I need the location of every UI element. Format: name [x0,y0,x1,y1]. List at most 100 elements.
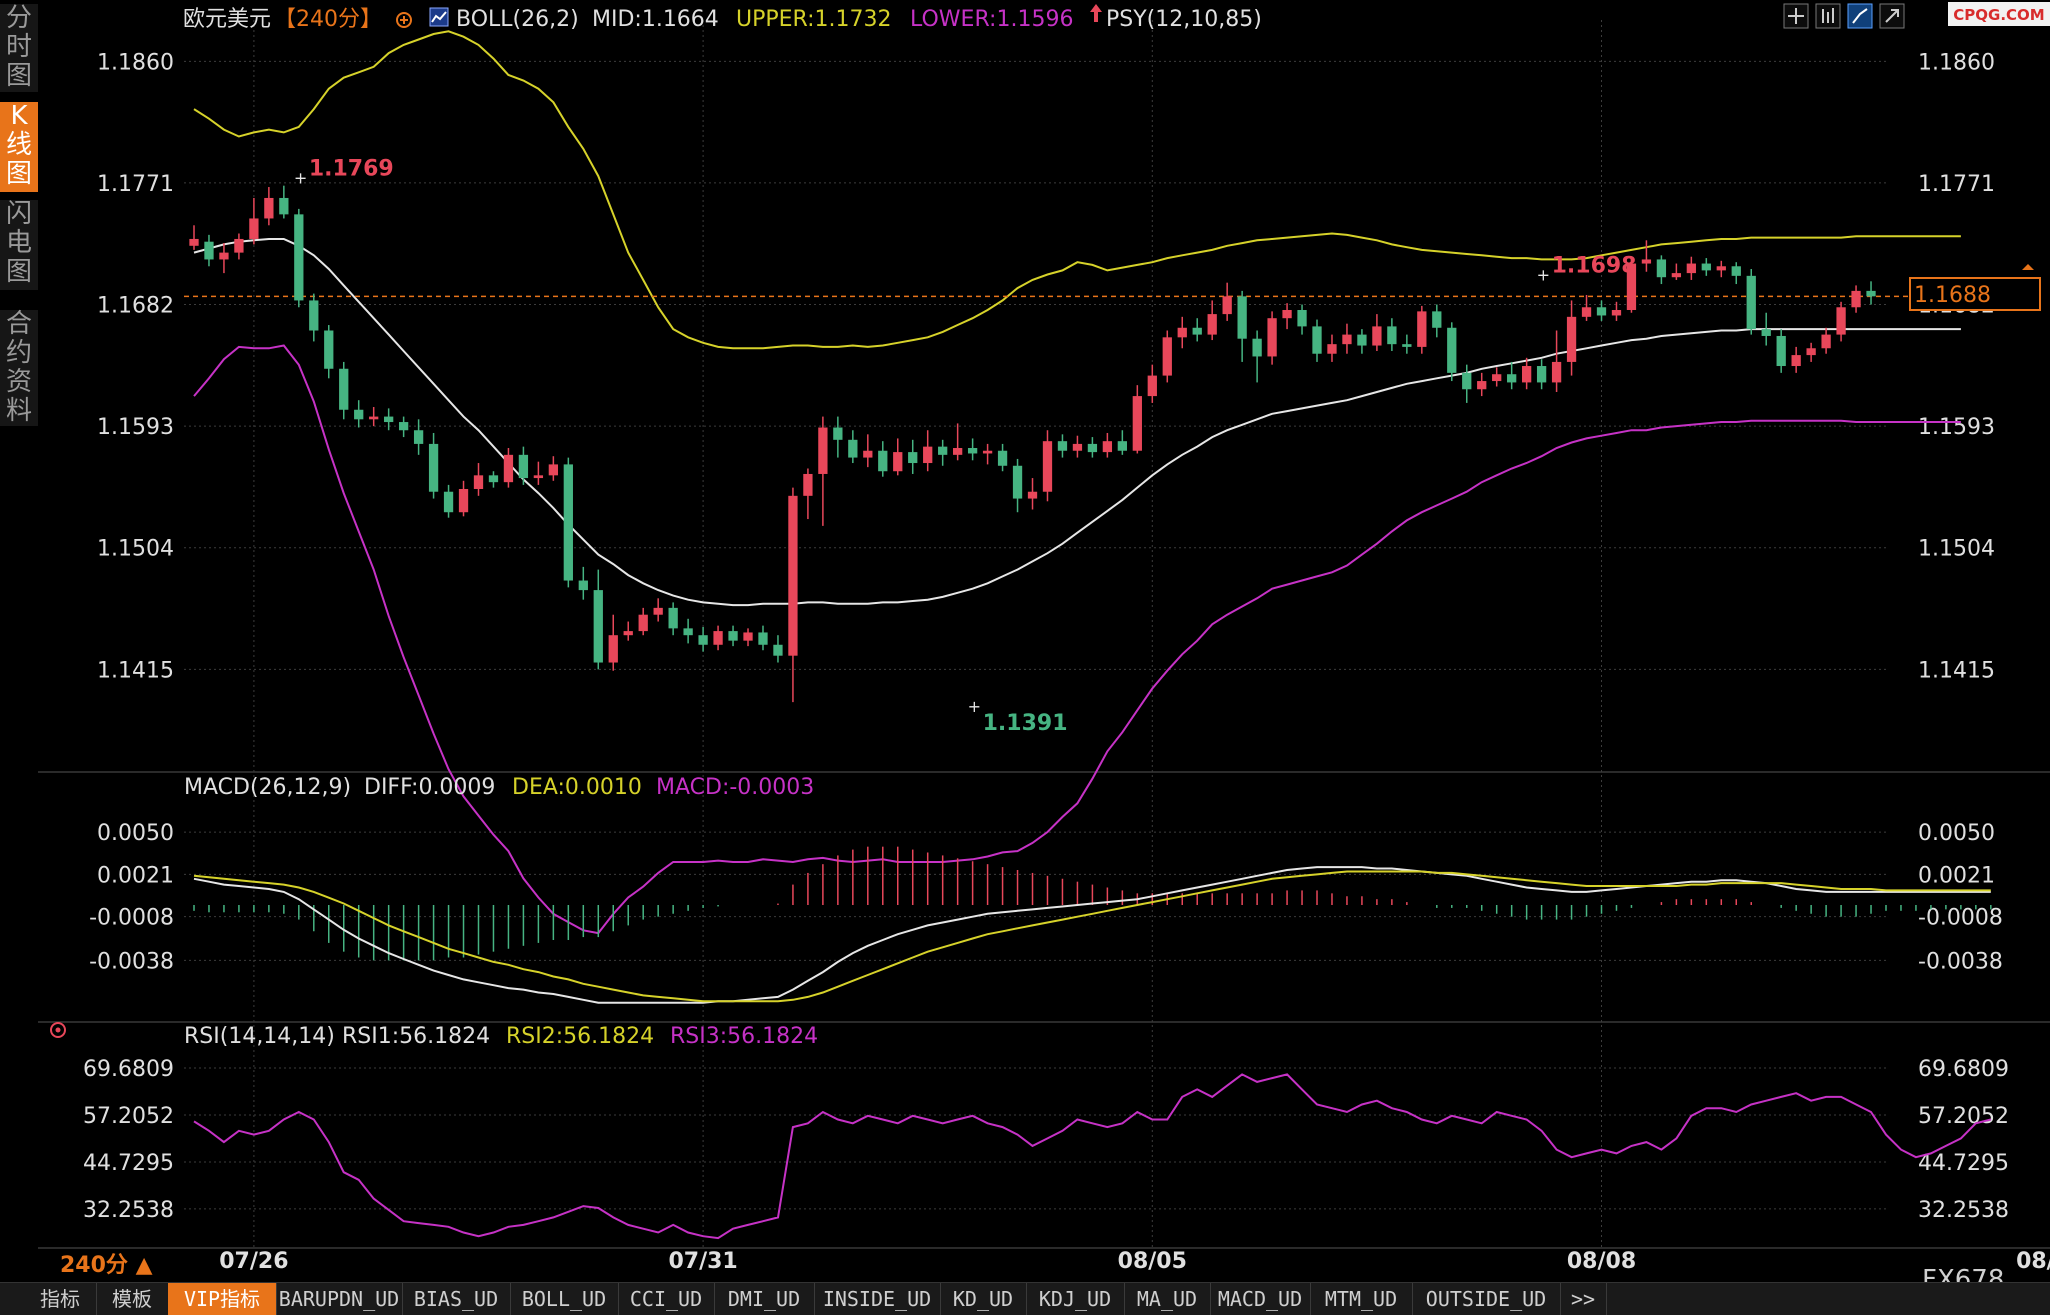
symbol-name: 欧元美元 [183,7,271,32]
candle [1671,263,1682,280]
y-tick-label-left: -0.0008 [89,906,174,931]
rsi-rsi3: RSI3:56.1824 [670,1024,818,1049]
candle [923,430,933,472]
candle [1222,282,1232,321]
macd-diff-line [193,866,1991,1004]
x-tick-label: 08/13 [2016,1249,2050,1274]
candle [1641,240,1652,272]
bottom-tab[interactable]: BIAS_UD [402,1283,511,1315]
expand-icon[interactable] [1879,3,1905,29]
rsi-rsi1: RSI1:56.1824 [342,1024,490,1049]
sidebar-tab-flash[interactable]: 闪电图 [0,200,38,292]
macd-diff: DIFF:0.0009 [364,775,495,800]
bottom-tab[interactable]: CCI_UD [618,1283,715,1315]
candle [1132,385,1142,454]
candle [1102,432,1113,458]
y-tick-label-right: 1.1415 [1918,658,1995,683]
candle [324,325,334,379]
y-tick-label-right: 32.2538 [1918,1198,2009,1223]
bottom-tab-label: MA_UD [1136,1287,1198,1311]
boll-label: BOLL(26,2) [456,7,579,32]
candle [1776,329,1786,373]
bottom-tab[interactable]: MA_UD [1124,1283,1211,1315]
candle [788,487,798,703]
candle [1402,334,1412,354]
candle [1042,430,1053,502]
sidebar-tab-contract-info[interactable]: 合约资料 [0,310,38,428]
bar-chart-icon[interactable] [1815,3,1841,29]
bottom-tab[interactable]: OUTSIDE_UD [1412,1283,1561,1315]
y-tick-label-left: 0.0021 [97,863,174,888]
sidebar-tab-label: K线图 [6,101,33,189]
sidebar-tab-kline[interactable]: K线图 [0,102,38,194]
bottom-tab[interactable]: 模板 [96,1283,169,1315]
bottom-tab-label: BARUPDN_UD [278,1287,400,1311]
candle [1237,290,1247,362]
bottom-tab[interactable]: KDJ_UD [1026,1283,1125,1315]
x-tick-label: 08/08 [1567,1249,1636,1274]
candle [803,468,813,520]
chart-area[interactable]: 1.18601.18601.17711.17711.16821.16821.15… [38,0,2050,1295]
candle [1866,281,1876,305]
bottom-tab[interactable]: INSIDE_UD [814,1283,941,1315]
bottom-tab[interactable]: DMI_UD [714,1283,815,1315]
candle [938,439,948,466]
y-tick-label-right: 57.2052 [1918,1104,2009,1129]
candle [1432,304,1442,338]
bottom-tab[interactable]: MTM_UD [1310,1283,1413,1315]
candle [1117,430,1127,455]
crosshair-icon[interactable] [1783,3,1809,29]
macd-title: MACD(26,12,9) [184,775,351,800]
candle [1581,294,1592,321]
candle [189,225,199,250]
period-label[interactable]: 【240分】 [274,7,382,32]
bottom-tab[interactable]: >> [1560,1283,1607,1315]
candle [548,456,559,481]
period-sidebar: 分时图 K线图 闪电图 合约资料 [0,0,38,1282]
boll-indicator-icon[interactable] [429,7,449,27]
candle [1716,260,1726,278]
grid [38,20,2050,1249]
indicator-tab-bar: 指标 模板 VIP指标 BARUPDN_UD BIAS_UD BOLL_UD CCI_UD D… [0,1282,2050,1315]
arrow-up-icon [1090,4,1102,22]
candles [189,185,1876,703]
y-tick-label-left: 1.1860 [97,50,174,75]
candle [1342,323,1352,354]
bottom-tab[interactable]: 指标 [24,1283,97,1315]
candle [878,441,888,477]
y-tick-label-left: 1.1504 [97,537,174,562]
y-tick-label-left: 0.0050 [97,821,174,846]
bottom-tab[interactable]: MACD_UD [1210,1283,1311,1315]
boll-mid: MID:1.1664 [592,7,719,32]
y-tick-label-left: -0.0038 [89,949,174,974]
y-tick-label-right: -0.0008 [1918,906,2003,931]
candle [818,416,828,526]
bottom-tab[interactable]: KD_UD [940,1283,1027,1315]
add-indicator-icon[interactable] [396,12,412,28]
extreme-price-label: 1.1391 [983,711,1068,736]
bottom-tab[interactable]: BOLL_UD [510,1283,619,1315]
boll-upper-line [193,30,1961,350]
candle [503,448,514,488]
chart-canvas[interactable]: 1.18601.18601.17711.17711.16821.16821.15… [38,0,2050,1295]
bottom-tab[interactable]: BARUPDN_UD [276,1283,403,1315]
candle [1192,318,1202,342]
period-selector[interactable]: 240分 ▲ [60,1253,153,1278]
candle [773,635,783,663]
bottom-tab-label: BOLL_UD [521,1287,607,1311]
candle [1387,318,1397,351]
candle [953,423,963,461]
candle [1611,301,1622,321]
candle [967,438,978,461]
draw-line-icon[interactable] [1847,3,1873,29]
candle [339,361,349,420]
candle [638,607,648,636]
sidebar-tab-timeshare[interactable]: 分时图 [0,4,38,94]
rsi-settings-icon[interactable] [50,1022,66,1038]
candle [1357,329,1367,354]
x-tick-label: 07/26 [219,1249,288,1274]
bottom-tab[interactable]: VIP指标 [168,1283,277,1315]
candle [653,598,663,622]
candle [1686,256,1696,280]
candle [728,625,738,647]
